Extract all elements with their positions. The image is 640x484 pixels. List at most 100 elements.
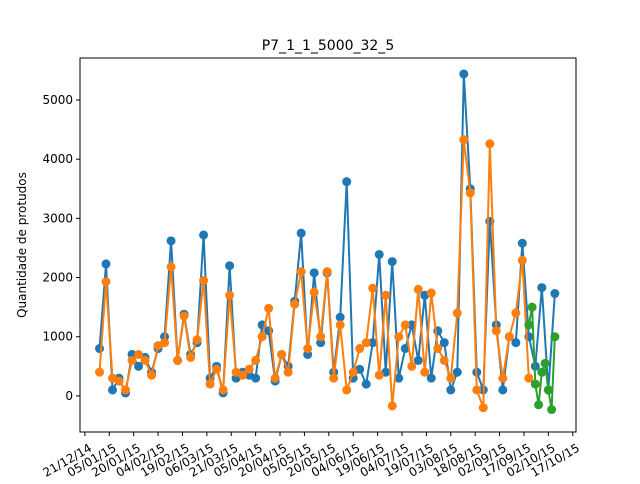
point (121, 385, 131, 395)
point (173, 355, 183, 365)
point (186, 352, 196, 362)
point (205, 379, 215, 389)
point (446, 373, 456, 383)
point (95, 367, 105, 377)
point (329, 373, 339, 383)
point (225, 261, 235, 271)
point (517, 255, 527, 265)
point (491, 326, 501, 336)
point (439, 338, 449, 348)
point (511, 338, 521, 348)
point (465, 188, 475, 198)
point (374, 249, 384, 259)
point (485, 139, 495, 149)
point (160, 338, 170, 348)
point (540, 358, 550, 368)
point (296, 228, 306, 238)
point (387, 401, 397, 411)
y-tick-label: 3000 (42, 211, 73, 225)
y-tick-label: 4000 (42, 152, 73, 166)
point (511, 308, 521, 318)
point (309, 268, 319, 278)
y-tick-label: 5000 (42, 93, 73, 107)
point (478, 403, 488, 413)
point (498, 385, 508, 395)
point (108, 385, 118, 395)
point (413, 284, 423, 294)
point (225, 290, 235, 300)
point (251, 355, 261, 365)
point (394, 373, 404, 383)
point (101, 259, 111, 269)
point (381, 290, 391, 300)
point (290, 299, 300, 309)
point (179, 311, 189, 321)
point (270, 373, 280, 383)
point (277, 349, 287, 359)
point (134, 349, 144, 359)
point (114, 376, 124, 386)
point (550, 289, 560, 299)
point (413, 355, 423, 365)
point (342, 385, 352, 395)
point (439, 355, 449, 365)
point (264, 303, 274, 313)
point (342, 177, 352, 187)
point (374, 370, 384, 380)
y-tick-label: 0 (65, 389, 73, 403)
point (244, 364, 254, 374)
point (504, 332, 514, 342)
point (218, 385, 228, 395)
point (498, 373, 508, 383)
y-tick-label: 2000 (42, 271, 73, 285)
point (550, 332, 560, 342)
point (303, 344, 313, 354)
point (407, 361, 417, 371)
point (348, 367, 358, 377)
point (166, 262, 176, 272)
point (537, 283, 547, 293)
chart-title: P7_1_1_5000_32_5 (262, 38, 395, 54)
point (335, 312, 345, 322)
point (459, 135, 469, 145)
point (322, 267, 332, 277)
point (537, 367, 547, 377)
point (530, 379, 540, 389)
point (101, 277, 111, 287)
point (257, 332, 267, 342)
point (387, 257, 397, 267)
plot-frame (79, 57, 577, 433)
point (361, 379, 371, 389)
point (199, 230, 209, 240)
point (134, 361, 144, 371)
point (433, 344, 443, 354)
point (147, 370, 157, 380)
point (95, 344, 105, 354)
series-line (98, 139, 537, 409)
point (524, 373, 534, 383)
point (212, 364, 222, 374)
point (316, 332, 326, 342)
point (127, 355, 137, 365)
point (192, 335, 202, 345)
point (472, 385, 482, 395)
point (335, 320, 345, 330)
point (140, 355, 150, 365)
point (527, 302, 537, 312)
point (166, 236, 176, 246)
point (517, 238, 527, 248)
y-axis-label: Quantidade de protudos (15, 172, 29, 318)
point (309, 287, 319, 297)
point (251, 373, 261, 383)
point (355, 344, 365, 354)
point (199, 276, 209, 286)
point (368, 283, 378, 293)
point (547, 405, 557, 415)
y-tick-label: 1000 (42, 330, 73, 344)
point (361, 338, 371, 348)
point (426, 373, 436, 383)
point (452, 367, 462, 377)
point (296, 267, 306, 277)
